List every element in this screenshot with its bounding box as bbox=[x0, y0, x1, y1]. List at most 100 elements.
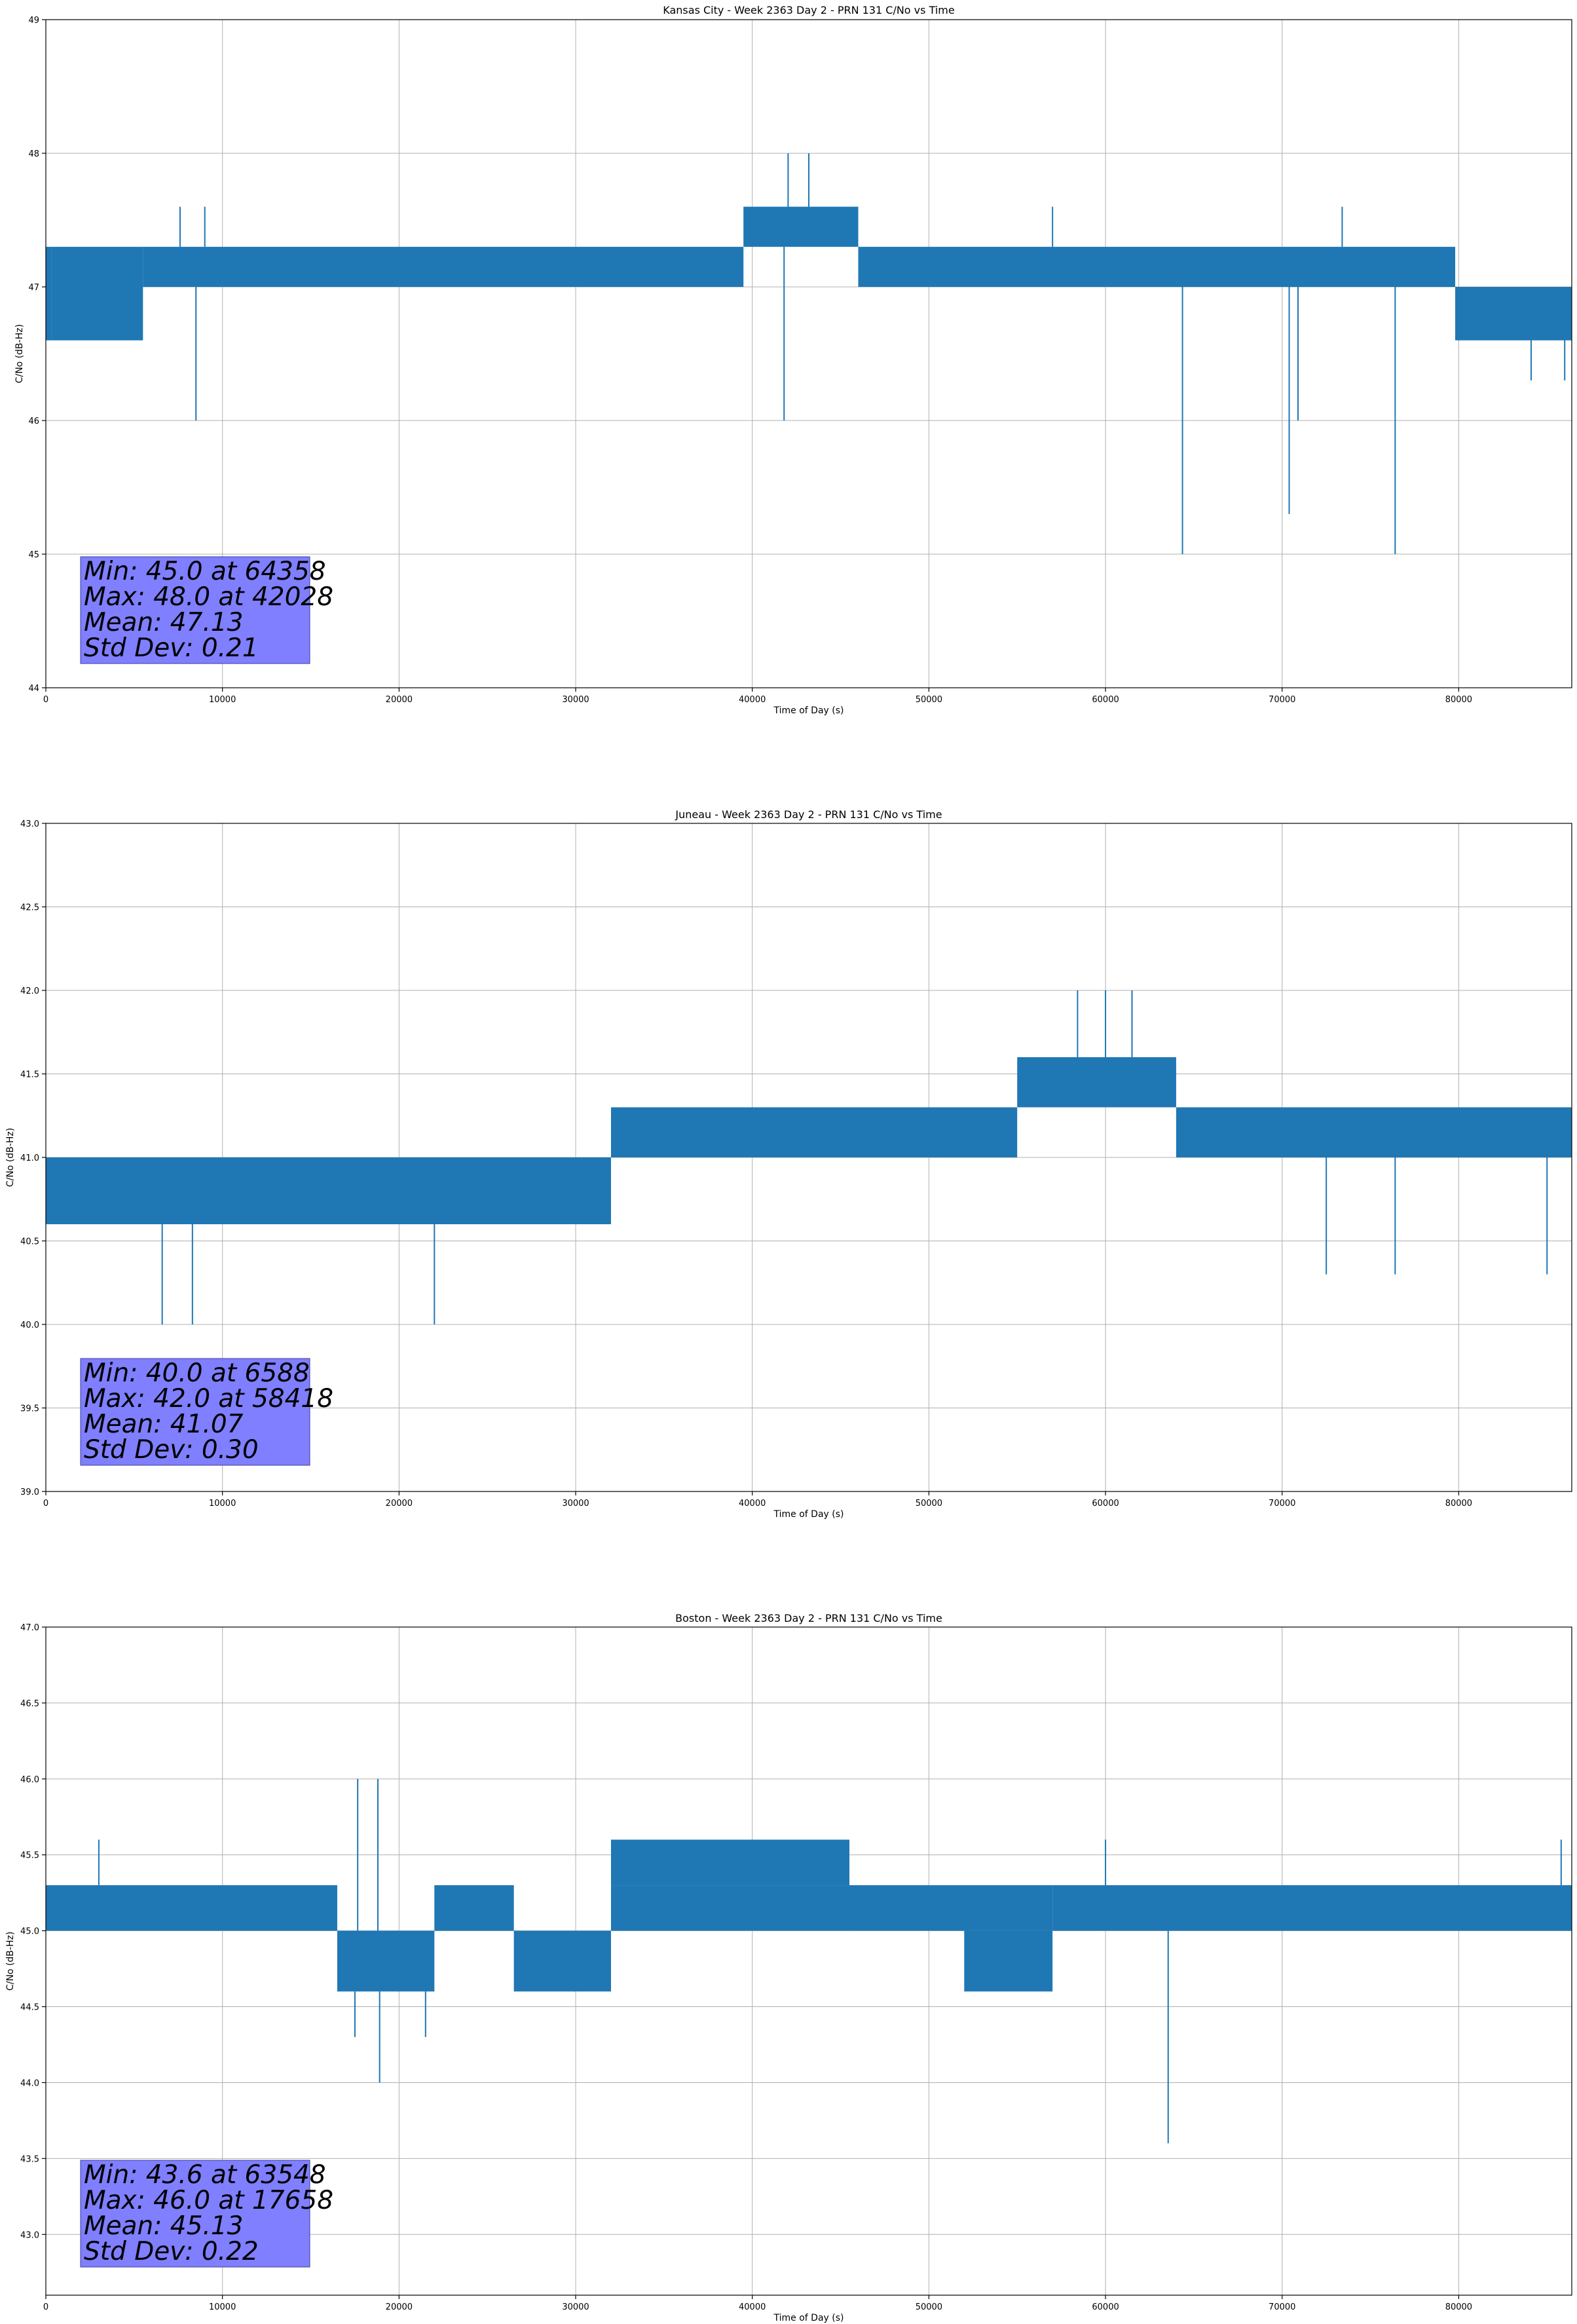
x-tick-label: 30000 bbox=[562, 2302, 589, 2312]
y-axis-label: C/No (dB-Hz) bbox=[14, 324, 25, 383]
data-series bbox=[46, 1778, 1572, 2144]
y-tick-label: 45.0 bbox=[20, 1927, 39, 1937]
y-tick-label: 43.0 bbox=[20, 2230, 39, 2240]
signal-band-segment bbox=[858, 246, 1456, 287]
x-tick-label: 70000 bbox=[1269, 1499, 1295, 1509]
y-tick-label: 45.5 bbox=[20, 1851, 39, 1861]
y-tick-label: 42.0 bbox=[20, 986, 39, 996]
y-tick-label: 44.0 bbox=[20, 2078, 39, 2088]
x-tick-label: 60000 bbox=[1092, 2302, 1119, 2312]
signal-band-segment bbox=[1455, 287, 1572, 341]
stats-box-background bbox=[80, 2160, 310, 2268]
y-tick-label: 44 bbox=[28, 684, 39, 694]
y-tick-label: 40.5 bbox=[20, 1237, 39, 1247]
stats-box: Min: 45.0 at 64358 Max: 48.0 at 42028 Me… bbox=[80, 556, 333, 664]
signal-band-segment bbox=[434, 1885, 514, 1931]
x-tick-label: 10000 bbox=[209, 1499, 236, 1509]
x-axis-label: Time of Day (s) bbox=[773, 1509, 844, 1520]
x-tick-label: 30000 bbox=[562, 1499, 589, 1509]
stats-box-background bbox=[80, 556, 310, 664]
signal-band-segment bbox=[337, 1930, 435, 1992]
x-tick-label: 0 bbox=[43, 695, 48, 705]
stats-max: Max: 46.0 at 17658 bbox=[84, 2186, 333, 2215]
y-tick-label: 40.0 bbox=[20, 1321, 39, 1330]
signal-band-segment bbox=[610, 1885, 850, 1931]
chart-title: Kansas City - Week 2363 Day 2 - PRN 131 … bbox=[663, 4, 954, 16]
stats-mean: Mean: 45.13 bbox=[84, 2211, 243, 2241]
x-tick-label: 70000 bbox=[1269, 695, 1295, 705]
y-tick-label: 44.5 bbox=[20, 2003, 39, 2013]
y-tick-label: 46.0 bbox=[20, 1775, 39, 1785]
x-tick-label: 40000 bbox=[739, 2302, 766, 2312]
stats-box-background bbox=[80, 1358, 310, 1466]
signal-band-segment bbox=[1052, 1885, 1572, 1931]
signal-band-segment bbox=[576, 246, 744, 287]
signal-band-segment bbox=[610, 1107, 1018, 1157]
axes-frame bbox=[45, 19, 1572, 688]
tick-marks: 0 10000 20000 30000 40000 50000 60000 70000 8000… bbox=[28, 16, 1472, 705]
stats-min: Min: 43.6 at 63548 bbox=[84, 2160, 326, 2190]
signal-band-segment bbox=[1176, 1107, 1572, 1157]
signal-band-segment bbox=[743, 206, 859, 247]
x-tick-label: 70000 bbox=[1269, 2302, 1295, 2312]
x-tick-label: 60000 bbox=[1092, 1499, 1119, 1509]
y-tick-label: 41.5 bbox=[20, 1070, 39, 1080]
x-tick-label: 0 bbox=[43, 2302, 48, 2312]
y-tick-label: 42.5 bbox=[20, 903, 39, 913]
x-tick-label: 20000 bbox=[386, 695, 413, 705]
y-tick-label: 47 bbox=[28, 283, 39, 293]
x-tick-label: 20000 bbox=[386, 1499, 413, 1509]
signal-band-segment bbox=[849, 1885, 1053, 1931]
y-axis-label: C/No (dB-Hz) bbox=[5, 1932, 16, 1991]
axes-frame bbox=[45, 1626, 1572, 2296]
data-series bbox=[46, 990, 1572, 1324]
stats-min: Min: 40.0 at 6588 bbox=[84, 1359, 310, 1388]
y-tick-label: 47.0 bbox=[20, 1623, 39, 1633]
y-tick-label: 45 bbox=[28, 550, 39, 560]
data-series bbox=[46, 153, 1572, 554]
x-tick-label: 20000 bbox=[386, 2302, 413, 2312]
y-tick-label: 43.5 bbox=[20, 2154, 39, 2164]
stats-std-dev: Std Dev: 0.22 bbox=[84, 2237, 259, 2266]
chart-title: Boston - Week 2363 Day 2 - PRN 131 C/No … bbox=[675, 1612, 942, 1624]
signal-band-segment bbox=[1017, 1057, 1176, 1108]
x-tick-label: 60000 bbox=[1092, 695, 1119, 705]
stats-std-dev: Std Dev: 0.30 bbox=[84, 1435, 259, 1465]
x-tick-label: 80000 bbox=[1445, 695, 1472, 705]
x-tick-label: 50000 bbox=[916, 2302, 942, 2312]
y-tick-label: 49 bbox=[28, 16, 39, 26]
x-tick-label: 10000 bbox=[209, 695, 236, 705]
y-axis-label: C/No (dB-Hz) bbox=[5, 1128, 16, 1187]
tick-marks: 0 10000 20000 30000 40000 50000 60000 70000 8000… bbox=[20, 1623, 1472, 2312]
signal-band-segment bbox=[964, 1930, 1053, 1992]
x-axis-label: Time of Day (s) bbox=[773, 2313, 844, 2323]
stats-box: Min: 43.6 at 63548 Max: 46.0 at 17658 Me… bbox=[80, 2160, 333, 2268]
x-tick-label: 80000 bbox=[1445, 1499, 1472, 1509]
chart-panel-kansas-city: 0 10000 20000 30000 40000 50000 60000 70000 8000… bbox=[14, 4, 1572, 716]
chart-panel-juneau: 0 10000 20000 30000 40000 50000 60000 70000 8000… bbox=[5, 808, 1572, 1520]
x-tick-label: 30000 bbox=[562, 695, 589, 705]
y-tick-label: 46.5 bbox=[20, 1699, 39, 1709]
y-tick-label: 43.0 bbox=[20, 819, 39, 829]
stats-std-dev: Std Dev: 0.21 bbox=[84, 633, 259, 663]
chart-title: Juneau - Week 2363 Day 2 - PRN 131 C/No … bbox=[675, 808, 942, 821]
y-tick-label: 46 bbox=[28, 417, 39, 426]
x-tick-label: 10000 bbox=[209, 2302, 236, 2312]
stats-max: Max: 42.0 at 58418 bbox=[84, 1384, 333, 1414]
signal-band-segment bbox=[51, 246, 143, 341]
y-tick-label: 39.5 bbox=[20, 1404, 39, 1414]
signal-band-segment bbox=[46, 1157, 611, 1224]
stats-box: Min: 40.0 at 6588 Max: 42.0 at 58418 Mea… bbox=[80, 1358, 333, 1466]
stats-min: Min: 45.0 at 64358 bbox=[84, 557, 326, 586]
signal-band-segment bbox=[610, 1839, 850, 1886]
signal-band-segment bbox=[513, 1930, 611, 1992]
tick-marks: 0 10000 20000 30000 40000 50000 60000 70000 8000… bbox=[20, 819, 1472, 1509]
y-tick-label: 48 bbox=[28, 149, 39, 159]
x-tick-label: 50000 bbox=[916, 1499, 942, 1509]
y-tick-label: 39.0 bbox=[20, 1488, 39, 1497]
stats-mean: Mean: 41.07 bbox=[84, 1410, 244, 1439]
x-tick-label: 80000 bbox=[1445, 2302, 1472, 2312]
signal-band-segment bbox=[46, 1885, 337, 1931]
x-tick-label: 40000 bbox=[739, 1499, 766, 1509]
